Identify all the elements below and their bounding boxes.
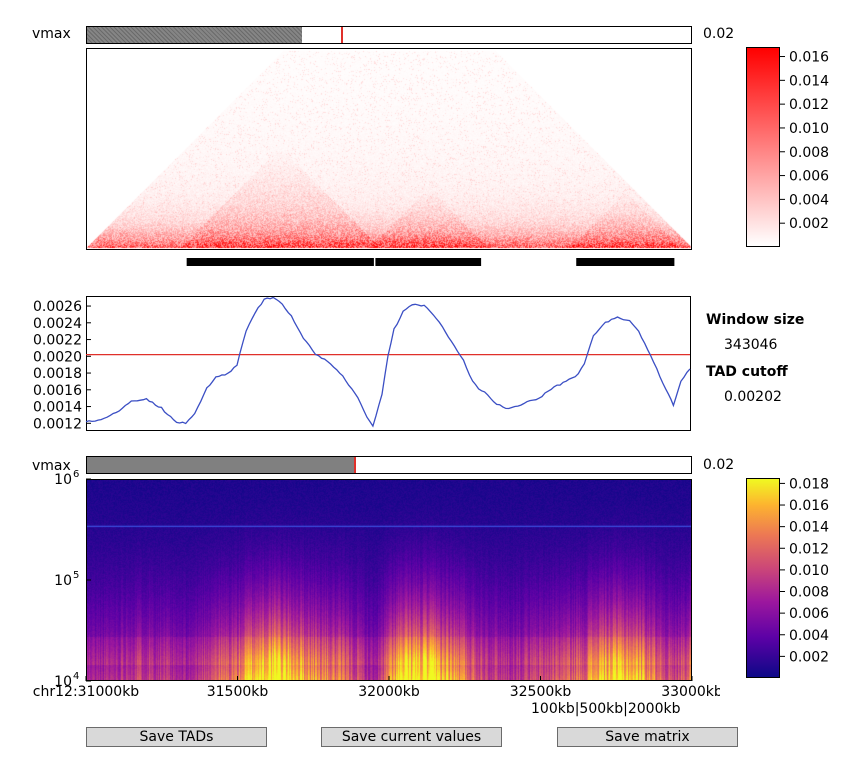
tad-bar bbox=[186, 258, 374, 266]
log-y-tick-label: 10 bbox=[54, 674, 72, 690]
insulation-line-chart[interactable]: 0.00120.00140.00160.00180.00200.00220.00… bbox=[0, 290, 700, 440]
save-tads-button[interactable]: Save TADs bbox=[86, 727, 267, 747]
tad-track bbox=[186, 258, 675, 266]
colorbar-tick-label: 0.004 bbox=[789, 192, 829, 208]
log-y-tick-label: 10 bbox=[54, 472, 72, 488]
top-vmax-label: vmax bbox=[32, 26, 71, 42]
colorbar-tick-label: 0.006 bbox=[789, 169, 829, 185]
colorbar-tick-label: 0.006 bbox=[789, 606, 829, 622]
y-tick-label: 0.0024 bbox=[33, 316, 82, 332]
bottom-vmax-slider-handle[interactable] bbox=[354, 457, 356, 473]
tad-bar bbox=[576, 258, 675, 266]
x-tick-label: 33000kb bbox=[661, 684, 720, 700]
resolution-options-label: 100kb|500kb|2000kb bbox=[531, 701, 681, 717]
top-vmax-value: 0.02 bbox=[703, 26, 735, 42]
y-tick-label: 0.0012 bbox=[33, 416, 82, 432]
bottom-vmax-slider-fill bbox=[87, 457, 354, 473]
colorbar-tick-label: 0.014 bbox=[789, 73, 829, 89]
colorbar-tick-label: 0.016 bbox=[789, 50, 829, 66]
window-size-title: Window size bbox=[706, 312, 805, 328]
insulation-plot-frame bbox=[86, 296, 691, 431]
save-current-values-button[interactable]: Save current values bbox=[321, 727, 502, 747]
x-tick-label: 31500kb bbox=[207, 684, 269, 700]
colorbar-tick-label: 0.018 bbox=[789, 476, 829, 492]
y-tick-label: 0.0016 bbox=[33, 383, 82, 399]
x-tick-label: 32500kb bbox=[510, 684, 572, 700]
y-tick-label: 0.0020 bbox=[33, 349, 82, 365]
colorbar-tick-label: 0.010 bbox=[789, 563, 829, 579]
x-tick-label: chr12:31000kb bbox=[33, 684, 140, 700]
multiscale-colorbar-ticks: 0.002 0.004 0.006 0.008 0.010 0.012 0.014 0.016… bbox=[780, 476, 829, 665]
top-vmax-slider[interactable] bbox=[86, 26, 692, 44]
multiscale-heatmap[interactable] bbox=[87, 480, 691, 680]
multiscale-colorbar bbox=[746, 478, 780, 678]
hic-heatmap[interactable] bbox=[87, 49, 691, 249]
log-y-tick-exponent: 4 bbox=[73, 671, 79, 682]
top-vmax-slider-handle[interactable] bbox=[341, 27, 343, 43]
hic-heatmap-frame bbox=[86, 48, 692, 250]
colorbar-tick-label: 0.014 bbox=[789, 520, 829, 536]
y-tick-label: 0.0014 bbox=[33, 400, 82, 416]
insulation-series-line bbox=[85, 296, 691, 428]
log-y-tick-exponent: 5 bbox=[73, 570, 79, 581]
colorbar-tick-label: 0.008 bbox=[789, 585, 829, 601]
colorbar-tick-label: 0.012 bbox=[789, 97, 829, 113]
colorbar-tick-label: 0.002 bbox=[789, 216, 829, 232]
y-tick-label: 0.0022 bbox=[33, 333, 82, 349]
colorbar-tick-label: 0.004 bbox=[789, 628, 829, 644]
tad-cutoff-value: 0.00202 bbox=[724, 389, 782, 405]
y-tick-label: 0.0026 bbox=[33, 299, 82, 315]
bottom-vmax-label: vmax bbox=[32, 458, 71, 474]
colorbar-tick-label: 0.002 bbox=[789, 649, 829, 665]
hic-colorbar bbox=[746, 47, 780, 247]
top-vmax-slider-fill bbox=[87, 27, 302, 43]
window-size-value: 343046 bbox=[724, 337, 778, 353]
hic-colorbar-ticks: 0.002 0.004 0.006 0.008 0.010 0.012 0.014 0.016 bbox=[780, 50, 829, 232]
x-tick-label: 32000kb bbox=[358, 684, 420, 700]
colorbar-tick-label: 0.016 bbox=[789, 498, 829, 514]
colorbar-tick-label: 0.010 bbox=[789, 121, 829, 137]
multiscale-heatmap-frame bbox=[86, 479, 692, 681]
tad-bar bbox=[375, 258, 482, 266]
bottom-vmax-value: 0.02 bbox=[703, 457, 735, 473]
log-y-tick-exponent: 6 bbox=[73, 469, 79, 480]
bottom-vmax-slider[interactable] bbox=[86, 456, 692, 474]
save-matrix-button[interactable]: Save matrix bbox=[557, 727, 738, 747]
tad-cutoff-title: TAD cutoff bbox=[706, 364, 788, 380]
y-tick-label: 0.0018 bbox=[33, 366, 82, 382]
colorbar-tick-label: 0.012 bbox=[789, 541, 829, 557]
log-y-tick-label: 10 bbox=[54, 573, 72, 589]
colorbar-tick-label: 0.008 bbox=[789, 145, 829, 161]
